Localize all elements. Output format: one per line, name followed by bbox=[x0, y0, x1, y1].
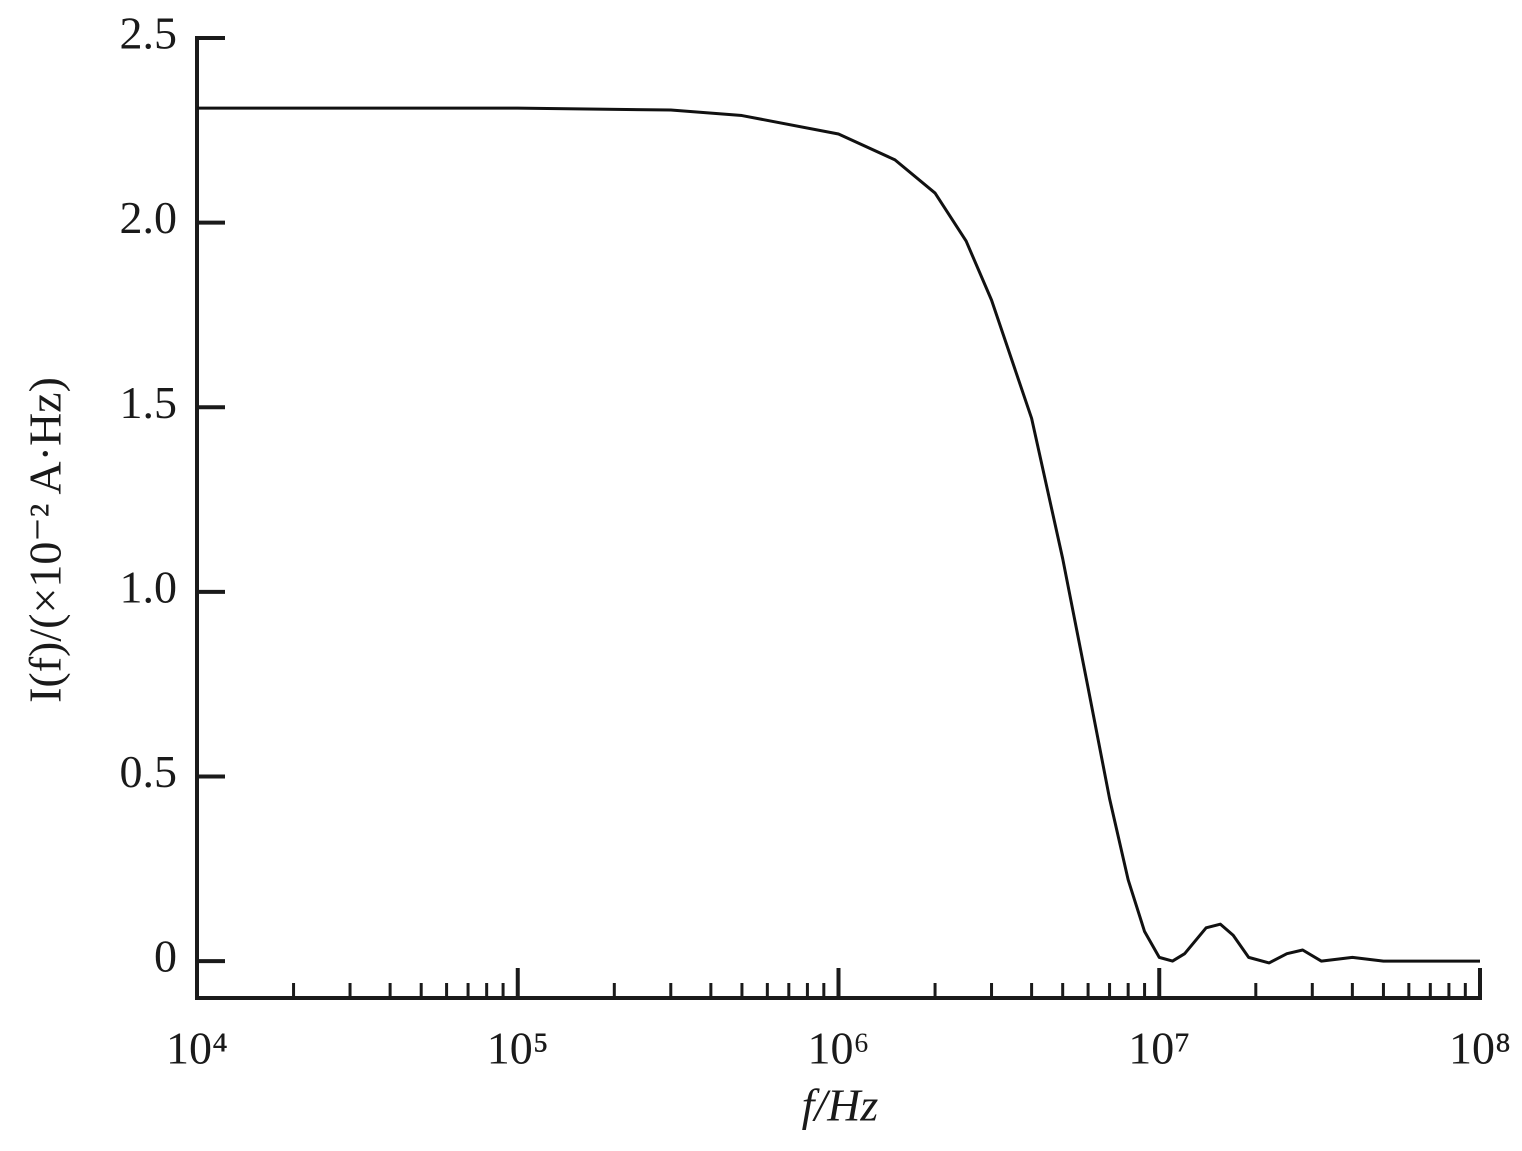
x-tick-label: 10⁷ bbox=[1128, 1023, 1190, 1074]
y-tick-label: 1.5 bbox=[120, 377, 178, 428]
data-line bbox=[197, 106, 1480, 965]
y-axis-label: I(f)/(×10⁻² A·Hz) bbox=[20, 377, 71, 703]
y-tick-label: 2.0 bbox=[120, 192, 178, 243]
x-tick-label: 10⁶ bbox=[807, 1023, 869, 1074]
y-tick-label: 0 bbox=[154, 931, 177, 982]
y-tick-label: 1.0 bbox=[120, 561, 178, 612]
x-tick-label: 10⁴ bbox=[166, 1023, 228, 1074]
x-tick-label: 10⁵ bbox=[487, 1023, 549, 1074]
y-tick-label: 0.5 bbox=[120, 746, 178, 797]
y-tick-label: 2.5 bbox=[120, 8, 178, 59]
x-axis-label: f/Hz bbox=[802, 1080, 879, 1131]
x-tick-label: 10⁸ bbox=[1449, 1023, 1511, 1074]
